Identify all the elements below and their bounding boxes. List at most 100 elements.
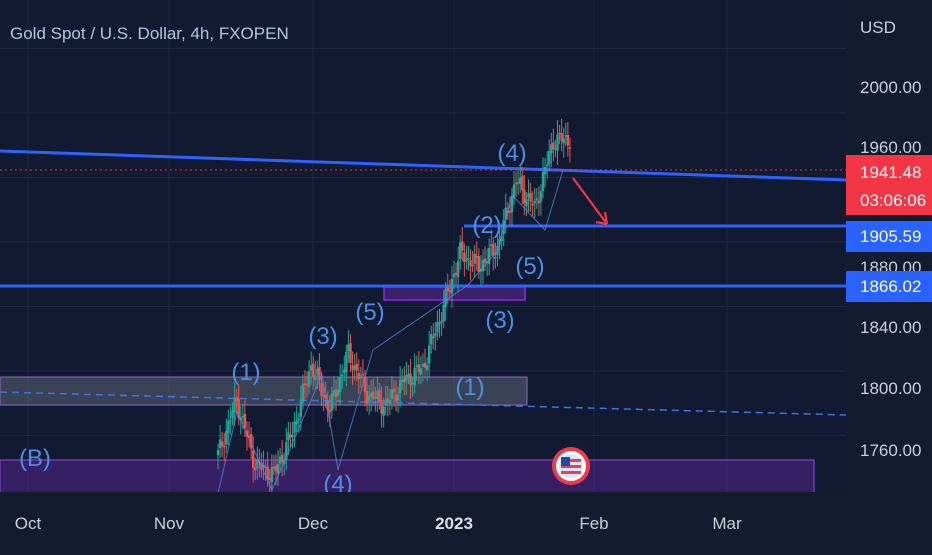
candle[interactable] <box>334 389 338 398</box>
candle[interactable] <box>293 421 296 433</box>
candle[interactable] <box>529 193 532 202</box>
candle[interactable] <box>415 365 418 367</box>
candle[interactable] <box>407 374 410 378</box>
candle[interactable] <box>237 398 240 419</box>
candle[interactable] <box>272 466 276 469</box>
candle[interactable] <box>314 375 317 381</box>
candle[interactable] <box>225 430 228 445</box>
candle[interactable] <box>328 409 331 413</box>
candle[interactable] <box>384 399 387 406</box>
candle[interactable] <box>243 413 247 429</box>
candle[interactable] <box>527 193 530 198</box>
candle[interactable] <box>469 260 472 267</box>
time-axis[interactable]: Oct Nov Dec 2023 Feb Mar <box>0 492 932 550</box>
candle[interactable] <box>380 400 383 414</box>
candle[interactable] <box>216 450 220 455</box>
candle[interactable] <box>276 464 280 474</box>
candle[interactable] <box>430 334 433 345</box>
candle[interactable] <box>345 351 348 372</box>
candle[interactable] <box>289 434 292 438</box>
candle[interactable] <box>550 144 553 154</box>
candle[interactable] <box>392 388 396 393</box>
candle[interactable] <box>305 383 309 386</box>
candle[interactable] <box>566 134 570 146</box>
candle[interactable] <box>303 383 307 386</box>
candle[interactable] <box>564 135 567 137</box>
candle[interactable] <box>231 410 234 419</box>
candle[interactable] <box>247 436 251 438</box>
candle[interactable] <box>450 278 454 294</box>
candle[interactable] <box>369 392 373 398</box>
candle[interactable] <box>241 415 245 418</box>
candle[interactable] <box>353 365 356 370</box>
candle[interactable] <box>403 378 406 383</box>
candle[interactable] <box>473 253 476 264</box>
candle[interactable] <box>357 372 360 380</box>
candle[interactable] <box>537 200 541 204</box>
candle[interactable] <box>440 320 443 323</box>
candle[interactable] <box>568 147 572 149</box>
candle[interactable] <box>341 374 344 377</box>
candle[interactable] <box>359 375 363 379</box>
plot-area[interactable] <box>0 0 846 492</box>
candle[interactable] <box>235 397 238 401</box>
candle[interactable] <box>332 390 336 397</box>
candle[interactable] <box>471 264 474 267</box>
candle[interactable] <box>312 363 315 378</box>
candle[interactable] <box>291 434 294 437</box>
candle[interactable] <box>367 395 371 403</box>
candle[interactable] <box>452 273 456 278</box>
candle[interactable] <box>454 272 458 275</box>
candle[interactable] <box>477 256 481 273</box>
candle[interactable] <box>249 434 253 449</box>
candle[interactable] <box>347 344 350 352</box>
candle[interactable] <box>274 465 278 472</box>
candle[interactable] <box>278 456 282 464</box>
candle[interactable] <box>285 442 288 460</box>
candle[interactable] <box>560 132 563 142</box>
candle[interactable] <box>545 164 549 167</box>
candle[interactable] <box>322 395 325 397</box>
candle[interactable] <box>531 203 534 206</box>
candle[interactable] <box>521 175 524 190</box>
candle[interactable] <box>508 211 512 213</box>
candle[interactable] <box>548 150 551 165</box>
candle[interactable] <box>516 181 520 184</box>
candle[interactable] <box>394 394 398 402</box>
candle[interactable] <box>541 171 545 192</box>
candle[interactable] <box>374 396 377 399</box>
candle[interactable] <box>309 365 313 371</box>
candle[interactable] <box>446 287 449 292</box>
candle[interactable] <box>500 235 503 242</box>
candle[interactable] <box>523 189 526 204</box>
candle[interactable] <box>562 138 565 144</box>
candle[interactable] <box>510 196 514 213</box>
candle[interactable] <box>227 420 230 434</box>
candle[interactable] <box>318 367 321 381</box>
candle[interactable] <box>554 148 557 150</box>
candle[interactable] <box>461 241 464 251</box>
candle[interactable] <box>326 400 329 411</box>
candle[interactable] <box>218 439 222 448</box>
candle[interactable] <box>417 364 421 373</box>
candle[interactable] <box>264 466 267 469</box>
candle[interactable] <box>543 166 547 175</box>
candle[interactable] <box>287 432 290 441</box>
candle[interactable] <box>436 322 439 333</box>
candle[interactable] <box>401 379 404 383</box>
candle[interactable] <box>467 257 470 260</box>
candle[interactable] <box>320 382 323 396</box>
price-axis[interactable]: USD 2000.00 1960.00 1880.00 1840.00 1800… <box>846 0 932 550</box>
candle[interactable] <box>256 459 259 469</box>
candle[interactable] <box>556 134 559 151</box>
candle[interactable] <box>409 373 412 386</box>
candle[interactable] <box>266 466 269 480</box>
candle[interactable] <box>338 376 342 393</box>
candle[interactable] <box>229 420 232 422</box>
candle[interactable] <box>361 373 365 376</box>
candle[interactable] <box>280 454 284 462</box>
candle[interactable] <box>494 256 497 259</box>
candle[interactable] <box>388 399 392 405</box>
candle[interactable] <box>442 304 445 322</box>
